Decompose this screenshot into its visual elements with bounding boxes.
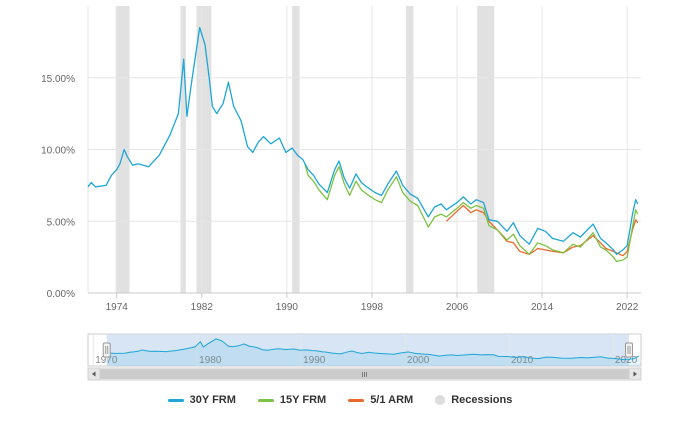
series-line-15y-frm — [304, 163, 639, 263]
x-tick-label: 1982 — [191, 302, 214, 313]
y-tick-label: 0.00% — [47, 289, 75, 300]
scrollbar-grip: III — [362, 372, 368, 379]
legend-item-5-1-arm[interactable]: 5/1 ARM — [348, 394, 413, 406]
scroll-right-arrow-icon — [633, 371, 637, 377]
x-axis-ticks: 1974 1982 1990 1998 2006 2014 2022 — [106, 293, 639, 313]
series-line-5-1-arm — [445, 204, 639, 257]
navigator-series-line — [106, 338, 640, 361]
navigator-year-label: 2010 — [511, 355, 534, 366]
legend-label-recessions: Recessions — [451, 394, 513, 406]
scroll-left-arrow-icon — [92, 371, 96, 377]
legend-swatch-arm — [348, 398, 365, 402]
x-tick-label: 1998 — [361, 302, 384, 313]
navigator[interactable]: 1970 1980 1990 2000 2010 2020 III — [87, 333, 642, 381]
y-axis-ticks: 15.00% 10.00% 5.00% 0.00% — [41, 74, 75, 300]
chart-legend: 30Y FRM 15Y FRM 5/1 ARM Recessions — [0, 391, 680, 409]
legend-swatch-15y — [257, 398, 274, 402]
x-tick-label: 1974 — [106, 302, 129, 313]
navigator-year-label: 1990 — [303, 355, 326, 366]
legend-item-recessions[interactable]: Recessions — [435, 394, 512, 406]
x-tick-label: 2014 — [531, 302, 554, 313]
grid-lines — [87, 6, 641, 294]
y-tick-label: 5.00% — [47, 217, 75, 228]
legend-swatch-recessions — [435, 395, 446, 405]
navigator-handle-right[interactable] — [625, 342, 633, 358]
legend-item-30y-frm[interactable]: 30Y FRM — [167, 394, 236, 406]
legend-label-15y: 15Y FRM — [279, 394, 327, 406]
x-tick-label: 1990 — [276, 302, 299, 313]
x-tick-label: 2006 — [446, 302, 469, 313]
scrollbar-thumb[interactable] — [100, 369, 629, 379]
navigator-handle-left[interactable] — [102, 342, 111, 358]
navigator-selection — [106, 334, 630, 366]
y-tick-label: 15.00% — [41, 74, 75, 85]
navigator-year-label: 1980 — [199, 355, 222, 366]
series-lines — [87, 26, 639, 263]
y-tick-label: 10.00% — [41, 146, 75, 157]
series-line-30y-frm — [87, 26, 639, 255]
navigator-year-label: 1970 — [95, 355, 118, 366]
legend-label-arm: 5/1 ARM — [370, 394, 414, 406]
navigator-year-label: 2000 — [407, 355, 430, 366]
legend-item-15y-frm[interactable]: 15Y FRM — [257, 394, 327, 406]
legend-swatch-30y — [167, 398, 184, 402]
legend-label-30y: 30Y FRM — [189, 394, 236, 406]
x-tick-label: 2022 — [616, 302, 639, 313]
navigator-year-label: 2020 — [615, 355, 638, 366]
